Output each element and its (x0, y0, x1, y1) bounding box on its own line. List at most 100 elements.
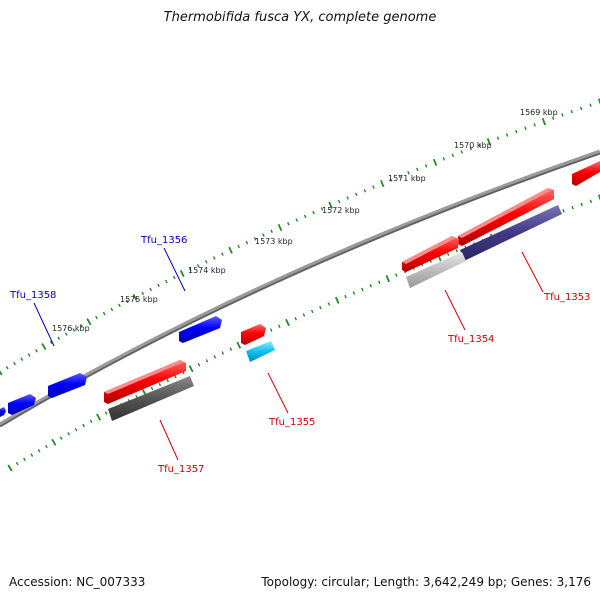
feature-tfu-1357-cds[interactable] (104, 360, 186, 404)
outer-scale-tick (5, 366, 9, 370)
outer-scale-tick (541, 117, 546, 126)
outer-scale-tick (179, 270, 185, 278)
outer-scale-tick (416, 167, 419, 172)
inner-scale-tick (352, 291, 356, 295)
accession-text: Accession: NC_007333 (9, 575, 146, 589)
outer-scale-tick (432, 158, 438, 166)
outer-scale-tick (20, 357, 24, 361)
inner-scale-tick (23, 457, 26, 462)
outer-scale-tick (188, 267, 192, 272)
outer-scale-tick (295, 218, 299, 222)
scale-labels: 1569 kbp 1570 kbp 1571 kbp 1572 kbp 1573… (52, 108, 558, 333)
genome-backbone-shade (0, 152, 600, 428)
outer-scale-tick (515, 129, 518, 134)
gene-labels: Tfu_1353 Tfu_1354 Tfu_1355 Tfu_1356 Tfu_… (9, 235, 590, 475)
outer-scale-tick (27, 353, 31, 357)
inner-scale-tick (44, 444, 48, 449)
outer-scale-tick (328, 201, 333, 209)
inner-scale-tick (67, 432, 71, 436)
scale-label-1576: 1576 kbp (52, 324, 90, 333)
inner-scale-tick (598, 194, 600, 201)
inner-scale-tick (30, 453, 34, 457)
inner-scale-tick (369, 284, 373, 288)
outer-scale-tick (262, 233, 265, 237)
outer-scale-tick (451, 153, 455, 158)
outer-scale-tick (35, 349, 38, 353)
outer-scale-tick (277, 223, 283, 232)
scale-label-1570: 1570 kbp (454, 141, 492, 150)
outer-scale-tick (41, 343, 47, 351)
inner-scale-tick (51, 438, 57, 446)
inner-scale-tick (197, 362, 201, 367)
inner-scale-tick (361, 287, 364, 292)
feature-tfu-1355-cds[interactable] (241, 324, 266, 345)
gene-label-tfu-1357: Tfu_1357 (157, 464, 204, 475)
outer-scale-tick (372, 185, 375, 189)
inner-scale-tick (334, 296, 340, 304)
outer-scale-tick (141, 291, 145, 296)
feature-tfu-1357-product[interactable] (108, 376, 194, 421)
inner-scale-tick (571, 205, 574, 210)
inner-scale-tick (285, 318, 290, 327)
outer-scale-tick (570, 109, 573, 114)
inner-scale-tick (213, 355, 217, 359)
inner-scale-tick (327, 302, 331, 306)
inner-scale-tick (580, 202, 583, 207)
inner-scale-tick (205, 359, 209, 363)
outer-scale-tick (398, 174, 401, 179)
gene-label-tfu-1355: Tfu_1355 (268, 417, 315, 428)
outer-scale-tick (157, 283, 160, 288)
inner-scale-tick (150, 386, 154, 391)
outer-scale-tick (125, 299, 129, 304)
scale-label-1574: 1574 kbp (188, 266, 226, 275)
gene-label-tfu-1353: Tfu_1353 (543, 292, 590, 303)
inner-scale-tick (104, 411, 108, 415)
inner-scale-tick (221, 351, 225, 355)
outer-scale-tick (337, 199, 341, 204)
feature-blue-edge[interactable] (0, 407, 6, 417)
outer-scale-tick (486, 138, 491, 146)
outer-scale-tick (72, 328, 76, 332)
outer-scale-tick (237, 244, 241, 249)
feature-tfu-1355-product[interactable] (246, 341, 275, 362)
outer-scale-tick (228, 246, 233, 254)
outer-scale-tick (149, 287, 152, 292)
gene-label-tfu-1354: Tfu_1354 (447, 334, 494, 345)
feature-tfu-1353[interactable] (458, 188, 554, 246)
outer-scale-tick (212, 256, 216, 260)
outer-scale-tick (95, 315, 98, 320)
outer-scale-tick (407, 171, 410, 175)
inner-scale-tick (7, 464, 13, 472)
outer-scale-tick (460, 150, 464, 154)
inner-scale-tick (15, 461, 19, 466)
feature-tfu-1352[interactable] (572, 161, 600, 186)
scale-label-1571: 1571 kbp (388, 174, 426, 183)
outer-scale-tick (0, 370, 3, 376)
outer-scale-tick (221, 252, 224, 256)
outer-scale-tick (196, 263, 200, 268)
outer-scale-tick (346, 196, 349, 200)
feature-tfu-1358[interactable] (48, 373, 87, 398)
outer-scale-tick (13, 361, 16, 366)
feature-tfu-1356[interactable] (179, 316, 222, 343)
topology-text: Topology: circular; Length: 3,642,249 bp… (261, 575, 591, 589)
outer-scale-tick (320, 207, 324, 211)
outer-scale-tick (245, 240, 249, 245)
genome-backbone (0, 149, 600, 428)
inner-scale-tick (158, 382, 162, 387)
feature-tfu-1353-product[interactable] (460, 205, 562, 261)
outer-scale-tick (204, 260, 208, 264)
outer-scale-tick (102, 311, 106, 316)
outer-scale-tick (551, 116, 555, 121)
outer-scale-tick (86, 318, 92, 326)
outer-scale-tick (312, 210, 315, 215)
feature-tfu-1354[interactable] (402, 236, 459, 272)
inner-scale-tick (344, 294, 347, 299)
outer-scale-tick (380, 179, 385, 188)
scale-label-1569: 1569 kbp (520, 108, 558, 117)
feature-tfu-1354-product[interactable] (406, 252, 466, 288)
outer-scale-tick (270, 229, 273, 233)
inner-scale-tick (395, 273, 398, 277)
feature-blue-small[interactable] (8, 394, 36, 415)
outer-scale-tick (110, 307, 114, 312)
